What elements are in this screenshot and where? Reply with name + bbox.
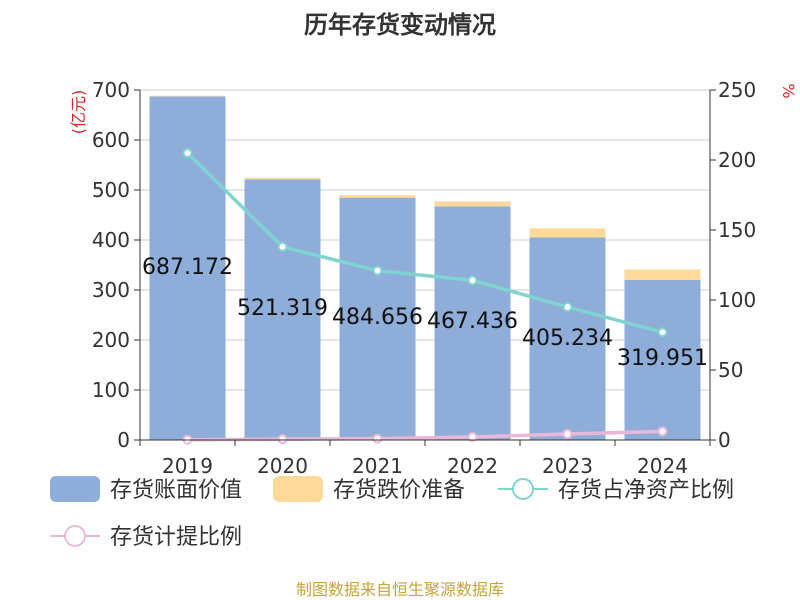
bar-value-label: 521.319 [237,296,328,321]
right-tick-label: 100 [718,288,756,312]
bars [149,95,701,440]
bar-book-value [339,197,416,440]
bar-value-label: 467.436 [427,309,518,334]
line-point [657,426,668,437]
left-tick-label: 500 [92,178,130,202]
legend-swatch-marker [512,478,534,500]
axes: 0 100 200 300 400 500 600 700 0 50 100 150 200 250 201… [92,78,756,478]
legend-label: 存货账面价值 [110,478,242,503]
legend-label: 存货占净资产比例 [558,478,734,503]
bar-impairment [529,228,606,238]
line-point [467,275,478,286]
line-point [562,302,573,312]
line-point [277,434,288,445]
left-tick-label: 700 [92,78,130,102]
bar-value-label: 405.234 [522,326,613,351]
left-tick-label: 200 [92,328,130,352]
x-tick-label: 2020 [257,454,308,478]
x-tick-label: 2022 [447,454,498,478]
left-tick-label: 400 [92,228,130,252]
series-lines [182,148,668,445]
gridlines [140,89,710,391]
bar-impairment [149,95,226,97]
right-tick-label: 150 [718,218,756,242]
right-tick-label: 250 [718,78,756,102]
bar-book-value [529,237,606,440]
x-tick-label: 2023 [542,454,593,478]
right-tick-label: 200 [718,148,756,172]
legend-label: 存货计提比例 [110,525,242,550]
bar-impairment [624,269,701,281]
legend-swatch [50,476,100,502]
line-point [657,327,668,338]
bar-value-label: 687.172 [142,255,233,280]
right-tick-label: 50 [718,358,743,382]
bar-book-value [624,280,701,440]
bar-book-value [434,206,511,440]
legend-swatch [273,476,323,502]
left-axis-unit: (亿元) [69,90,88,135]
line-inventory-net-asset-ratio [186,151,663,334]
line-point [372,265,383,276]
line-point [562,428,573,439]
right-tick-label: 0 [718,428,731,452]
legend-label: 存货跌价准备 [333,478,465,503]
left-tick-label: 600 [92,128,130,152]
left-tick-label: 0 [117,428,130,452]
right-axis-unit: % [779,83,798,98]
source-text: 制图数据来自恒生聚源数据库 [296,580,504,599]
x-tick-label: 2021 [352,454,403,478]
chart-title: 历年存货变动情况 [304,11,496,39]
bar-impairment [244,177,321,180]
line-point [277,241,288,252]
legend-swatch-marker [64,525,86,547]
bar-impairment [339,195,416,198]
x-tick-label: 2019 [162,454,213,478]
x-tick-label: 2024 [637,454,688,478]
line-point [372,433,383,444]
bar-value-label: 319.951 [617,346,708,371]
bar-value-label: 484.656 [332,305,423,330]
bar-impairment [434,201,511,207]
line-impairment-ratio [187,429,663,442]
left-tick-label: 100 [92,378,130,402]
line-point [182,148,193,158]
left-tick-label: 300 [92,278,130,302]
line-point [467,432,478,443]
